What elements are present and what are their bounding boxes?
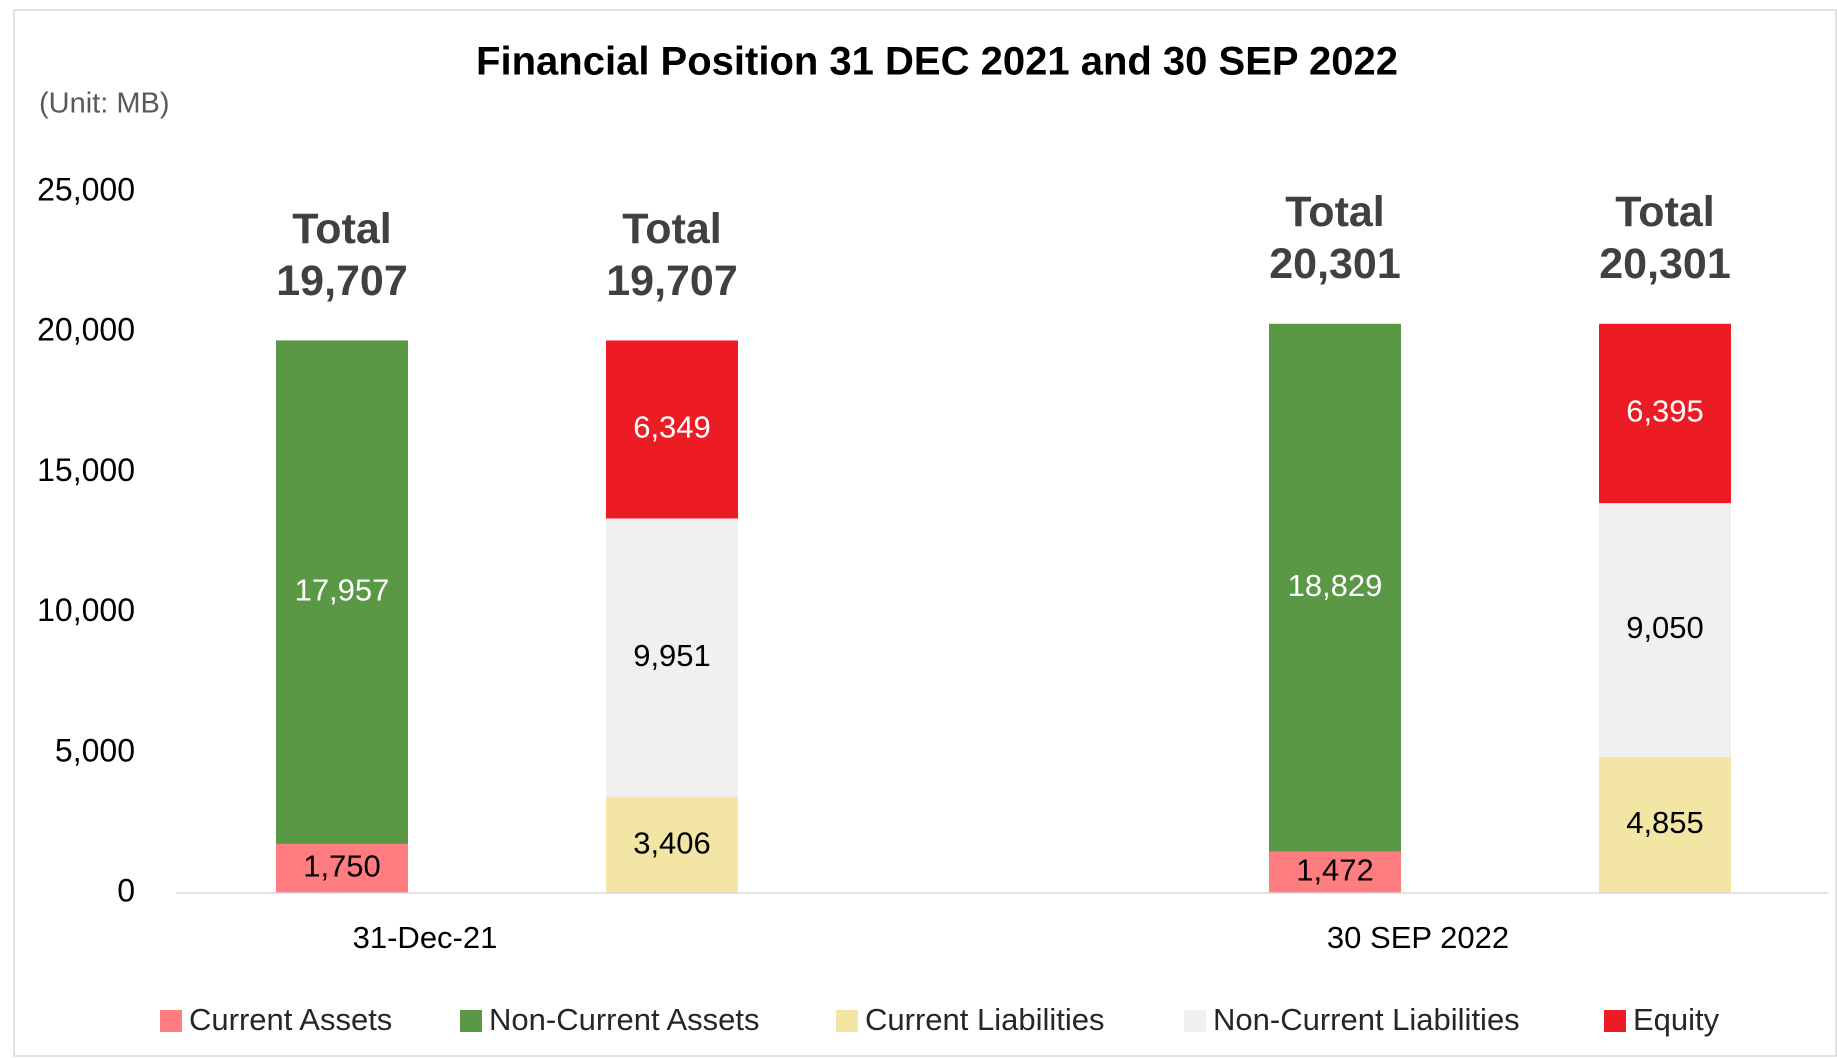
- legend-swatch: [1184, 1010, 1206, 1032]
- data-label: 3,406: [633, 825, 711, 860]
- bar-segment: [1269, 851, 1401, 893]
- data-label: 1,750: [303, 849, 381, 884]
- total-title: Total: [1615, 188, 1715, 236]
- total-value: 20,301: [1269, 240, 1401, 288]
- total-value: 19,707: [276, 257, 408, 305]
- y-tick-label: 20,000: [37, 312, 135, 348]
- data-label: 9,050: [1626, 610, 1704, 645]
- y-tick-label: 10,000: [37, 592, 135, 628]
- bar-segment: [1599, 503, 1731, 757]
- bar-segment: [606, 340, 738, 519]
- total-title: Total: [1285, 188, 1385, 236]
- legend-label: Current Liabilities: [865, 1002, 1105, 1037]
- legend-label: Current Assets: [189, 1002, 392, 1037]
- bar-segment: [1269, 323, 1401, 852]
- y-tick-label: 15,000: [37, 452, 135, 488]
- bar-segment: [1599, 323, 1731, 504]
- total-value: 20,301: [1599, 240, 1731, 288]
- legend-label: Non-Current Assets: [489, 1002, 760, 1037]
- legend-label: Non-Current Liabilities: [1213, 1002, 1520, 1037]
- data-label: 6,395: [1626, 394, 1704, 429]
- unit-label: (Unit: MB): [39, 88, 170, 120]
- legend-swatch: [836, 1010, 858, 1032]
- x-tick-label: 30 SEP 2022: [1327, 920, 1509, 955]
- legend-label: Equity: [1633, 1002, 1720, 1037]
- y-tick-label: 0: [117, 872, 135, 908]
- total-title: Total: [292, 205, 392, 253]
- data-label: 6,349: [633, 410, 711, 445]
- bar-segment: [606, 797, 738, 893]
- data-label: 9,951: [633, 638, 711, 673]
- legend-swatch: [1604, 1010, 1626, 1032]
- legend-swatch: [460, 1010, 482, 1032]
- y-tick-label: 5,000: [55, 732, 135, 768]
- bar-segment: [606, 518, 738, 798]
- data-label: 18,829: [1288, 568, 1383, 603]
- legend-swatch: [160, 1010, 182, 1032]
- total-value: 19,707: [606, 257, 738, 305]
- chart-title: Financial Position 31 DEC 2021 and 30 SE…: [476, 40, 1398, 84]
- x-tick-label: 31-Dec-21: [353, 920, 498, 955]
- data-label: 17,957: [295, 572, 390, 607]
- y-tick-label: 25,000: [37, 171, 135, 207]
- total-title: Total: [622, 205, 722, 253]
- bar-segment: [276, 340, 408, 844]
- bar-segment: [1599, 756, 1731, 893]
- bar-segment: [276, 843, 408, 893]
- data-label: 1,472: [1296, 853, 1374, 888]
- data-label: 4,855: [1626, 805, 1704, 840]
